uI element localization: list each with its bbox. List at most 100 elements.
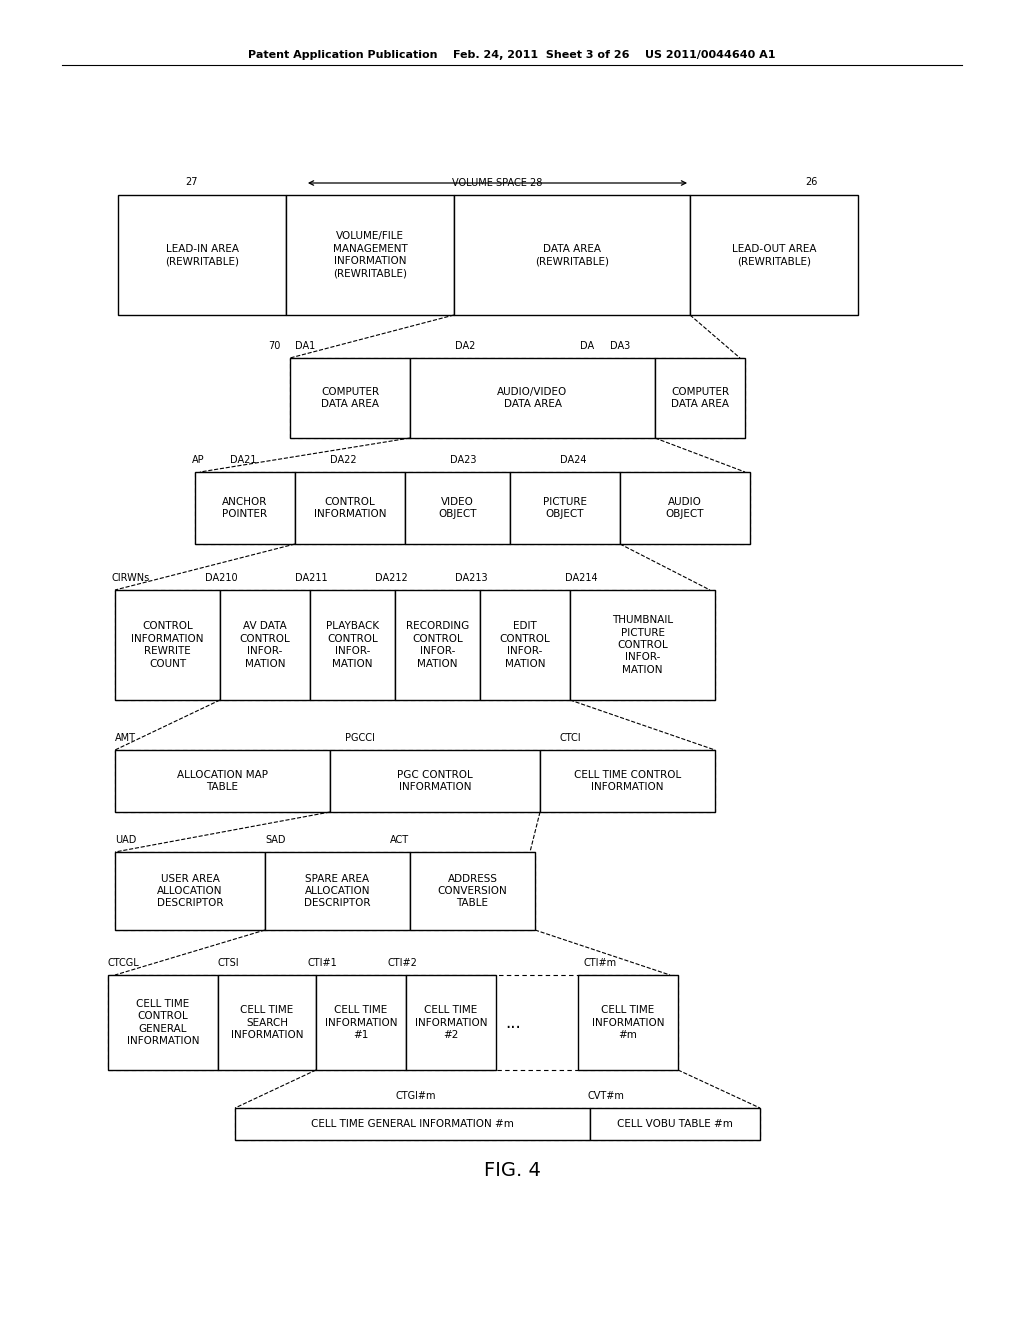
- Text: AUDIO
OBJECT: AUDIO OBJECT: [666, 496, 705, 519]
- Text: CELL VOBU TABLE #m: CELL VOBU TABLE #m: [617, 1119, 733, 1129]
- Bar: [115, 851, 265, 931]
- Text: CELL TIME GENERAL INFORMATION #m: CELL TIME GENERAL INFORMATION #m: [311, 1119, 514, 1129]
- Bar: [406, 975, 496, 1071]
- Text: AP: AP: [193, 455, 205, 465]
- Text: 70: 70: [268, 341, 281, 351]
- Bar: [406, 473, 510, 544]
- Bar: [234, 1107, 760, 1140]
- Bar: [195, 473, 295, 544]
- Text: DA: DA: [580, 341, 594, 351]
- Text: DA212: DA212: [375, 573, 408, 583]
- Bar: [410, 358, 655, 438]
- Bar: [395, 590, 480, 700]
- Text: CTCI: CTCI: [560, 733, 582, 743]
- Text: DA210: DA210: [205, 573, 238, 583]
- Text: CELL TIME
CONTROL
GENERAL
INFORMATION: CELL TIME CONTROL GENERAL INFORMATION: [127, 999, 200, 1045]
- Bar: [290, 358, 745, 438]
- Text: EDIT
CONTROL
INFOR-
MATION: EDIT CONTROL INFOR- MATION: [500, 622, 550, 669]
- Text: Patent Application Publication    Feb. 24, 2011  Sheet 3 of 26    US 2011/004464: Patent Application Publication Feb. 24, …: [248, 50, 776, 59]
- Text: VOLUME SPACE 28: VOLUME SPACE 28: [452, 178, 542, 187]
- Text: CIRWNs: CIRWNs: [112, 573, 151, 583]
- Text: CONTROL
INFORMATION: CONTROL INFORMATION: [313, 496, 386, 519]
- Text: DA24: DA24: [560, 455, 587, 465]
- Text: AV DATA
CONTROL
INFOR-
MATION: AV DATA CONTROL INFOR- MATION: [240, 622, 291, 669]
- Text: CELL TIME
INFORMATION
#2: CELL TIME INFORMATION #2: [415, 1005, 487, 1040]
- Bar: [234, 1107, 590, 1140]
- Bar: [690, 195, 858, 315]
- Bar: [108, 975, 678, 1071]
- Bar: [454, 195, 690, 315]
- Bar: [295, 473, 406, 544]
- Text: FIG. 4: FIG. 4: [483, 1160, 541, 1180]
- Bar: [108, 975, 218, 1071]
- Text: PICTURE
OBJECT: PICTURE OBJECT: [543, 496, 587, 519]
- Bar: [578, 975, 678, 1071]
- Text: UAD: UAD: [115, 836, 136, 845]
- Bar: [590, 1107, 760, 1140]
- Text: VOLUME/FILE
MANAGEMENT
INFORMATION
(REWRITABLE): VOLUME/FILE MANAGEMENT INFORMATION (REWR…: [333, 231, 408, 279]
- Text: AUDIO/VIDEO
DATA AREA: AUDIO/VIDEO DATA AREA: [498, 387, 567, 409]
- Bar: [265, 851, 410, 931]
- Text: ...: ...: [505, 1014, 521, 1031]
- Text: PGCCI: PGCCI: [345, 733, 375, 743]
- Bar: [218, 975, 316, 1071]
- Text: RECORDING
CONTROL
INFOR-
MATION: RECORDING CONTROL INFOR- MATION: [406, 622, 469, 669]
- Text: ACT: ACT: [390, 836, 410, 845]
- Text: DA22: DA22: [330, 455, 356, 465]
- Text: DA21: DA21: [230, 455, 256, 465]
- Text: DA2: DA2: [455, 341, 475, 351]
- Text: CTSI: CTSI: [218, 958, 240, 968]
- Bar: [480, 590, 570, 700]
- Text: COMPUTER
DATA AREA: COMPUTER DATA AREA: [321, 387, 379, 409]
- Bar: [316, 975, 406, 1071]
- Bar: [195, 473, 750, 544]
- Bar: [655, 358, 745, 438]
- Text: DATA AREA
(REWRITABLE): DATA AREA (REWRITABLE): [535, 244, 609, 267]
- Text: CONTROL
INFORMATION
REWRITE
COUNT: CONTROL INFORMATION REWRITE COUNT: [131, 622, 204, 669]
- Text: ALLOCATION MAP
TABLE: ALLOCATION MAP TABLE: [177, 770, 268, 792]
- Bar: [118, 195, 286, 315]
- Bar: [570, 590, 715, 700]
- Text: CTGl#m: CTGl#m: [396, 1092, 436, 1101]
- Text: DA214: DA214: [565, 573, 598, 583]
- Bar: [410, 851, 535, 931]
- Text: DA213: DA213: [455, 573, 487, 583]
- Text: CELL TIME
INFORMATION
#m: CELL TIME INFORMATION #m: [592, 1005, 665, 1040]
- Bar: [286, 195, 454, 315]
- Text: 26: 26: [805, 177, 817, 187]
- Text: PGC CONTROL
INFORMATION: PGC CONTROL INFORMATION: [397, 770, 473, 792]
- Text: DA3: DA3: [610, 341, 630, 351]
- Bar: [620, 473, 750, 544]
- Text: DA23: DA23: [450, 455, 476, 465]
- Bar: [290, 358, 410, 438]
- Text: VIDEO
OBJECT: VIDEO OBJECT: [438, 496, 477, 519]
- Bar: [115, 590, 220, 700]
- Bar: [330, 750, 540, 812]
- Text: CELL TIME
SEARCH
INFORMATION: CELL TIME SEARCH INFORMATION: [230, 1005, 303, 1040]
- Text: CVT#m: CVT#m: [588, 1092, 625, 1101]
- Text: LEAD-IN AREA
(REWRITABLE): LEAD-IN AREA (REWRITABLE): [165, 244, 239, 267]
- Bar: [510, 473, 620, 544]
- Text: LEAD-OUT AREA
(REWRITABLE): LEAD-OUT AREA (REWRITABLE): [732, 244, 816, 267]
- Text: COMPUTER
DATA AREA: COMPUTER DATA AREA: [671, 387, 729, 409]
- Bar: [115, 750, 715, 812]
- Bar: [310, 590, 395, 700]
- Text: CTI#1: CTI#1: [308, 958, 338, 968]
- Text: CTCGL: CTCGL: [108, 958, 139, 968]
- Text: ADDRESS
CONVERSION
TABLE: ADDRESS CONVERSION TABLE: [437, 874, 507, 908]
- Text: DA211: DA211: [295, 573, 328, 583]
- Text: CTI#m: CTI#m: [583, 958, 616, 968]
- Text: DA1: DA1: [295, 341, 315, 351]
- Bar: [220, 590, 310, 700]
- Bar: [540, 750, 715, 812]
- Text: AMT: AMT: [115, 733, 136, 743]
- Bar: [115, 851, 535, 931]
- Text: ANCHOR
POINTER: ANCHOR POINTER: [222, 496, 267, 519]
- Text: PLAYBACK
CONTROL
INFOR-
MATION: PLAYBACK CONTROL INFOR- MATION: [326, 622, 379, 669]
- Text: SPARE AREA
ALLOCATION
DESCRIPTOR: SPARE AREA ALLOCATION DESCRIPTOR: [304, 874, 371, 908]
- Bar: [115, 590, 715, 700]
- Text: CTI#2: CTI#2: [388, 958, 418, 968]
- Bar: [115, 750, 330, 812]
- Text: CELL TIME CONTROL
INFORMATION: CELL TIME CONTROL INFORMATION: [573, 770, 681, 792]
- Text: USER AREA
ALLOCATION
DESCRIPTOR: USER AREA ALLOCATION DESCRIPTOR: [157, 874, 223, 908]
